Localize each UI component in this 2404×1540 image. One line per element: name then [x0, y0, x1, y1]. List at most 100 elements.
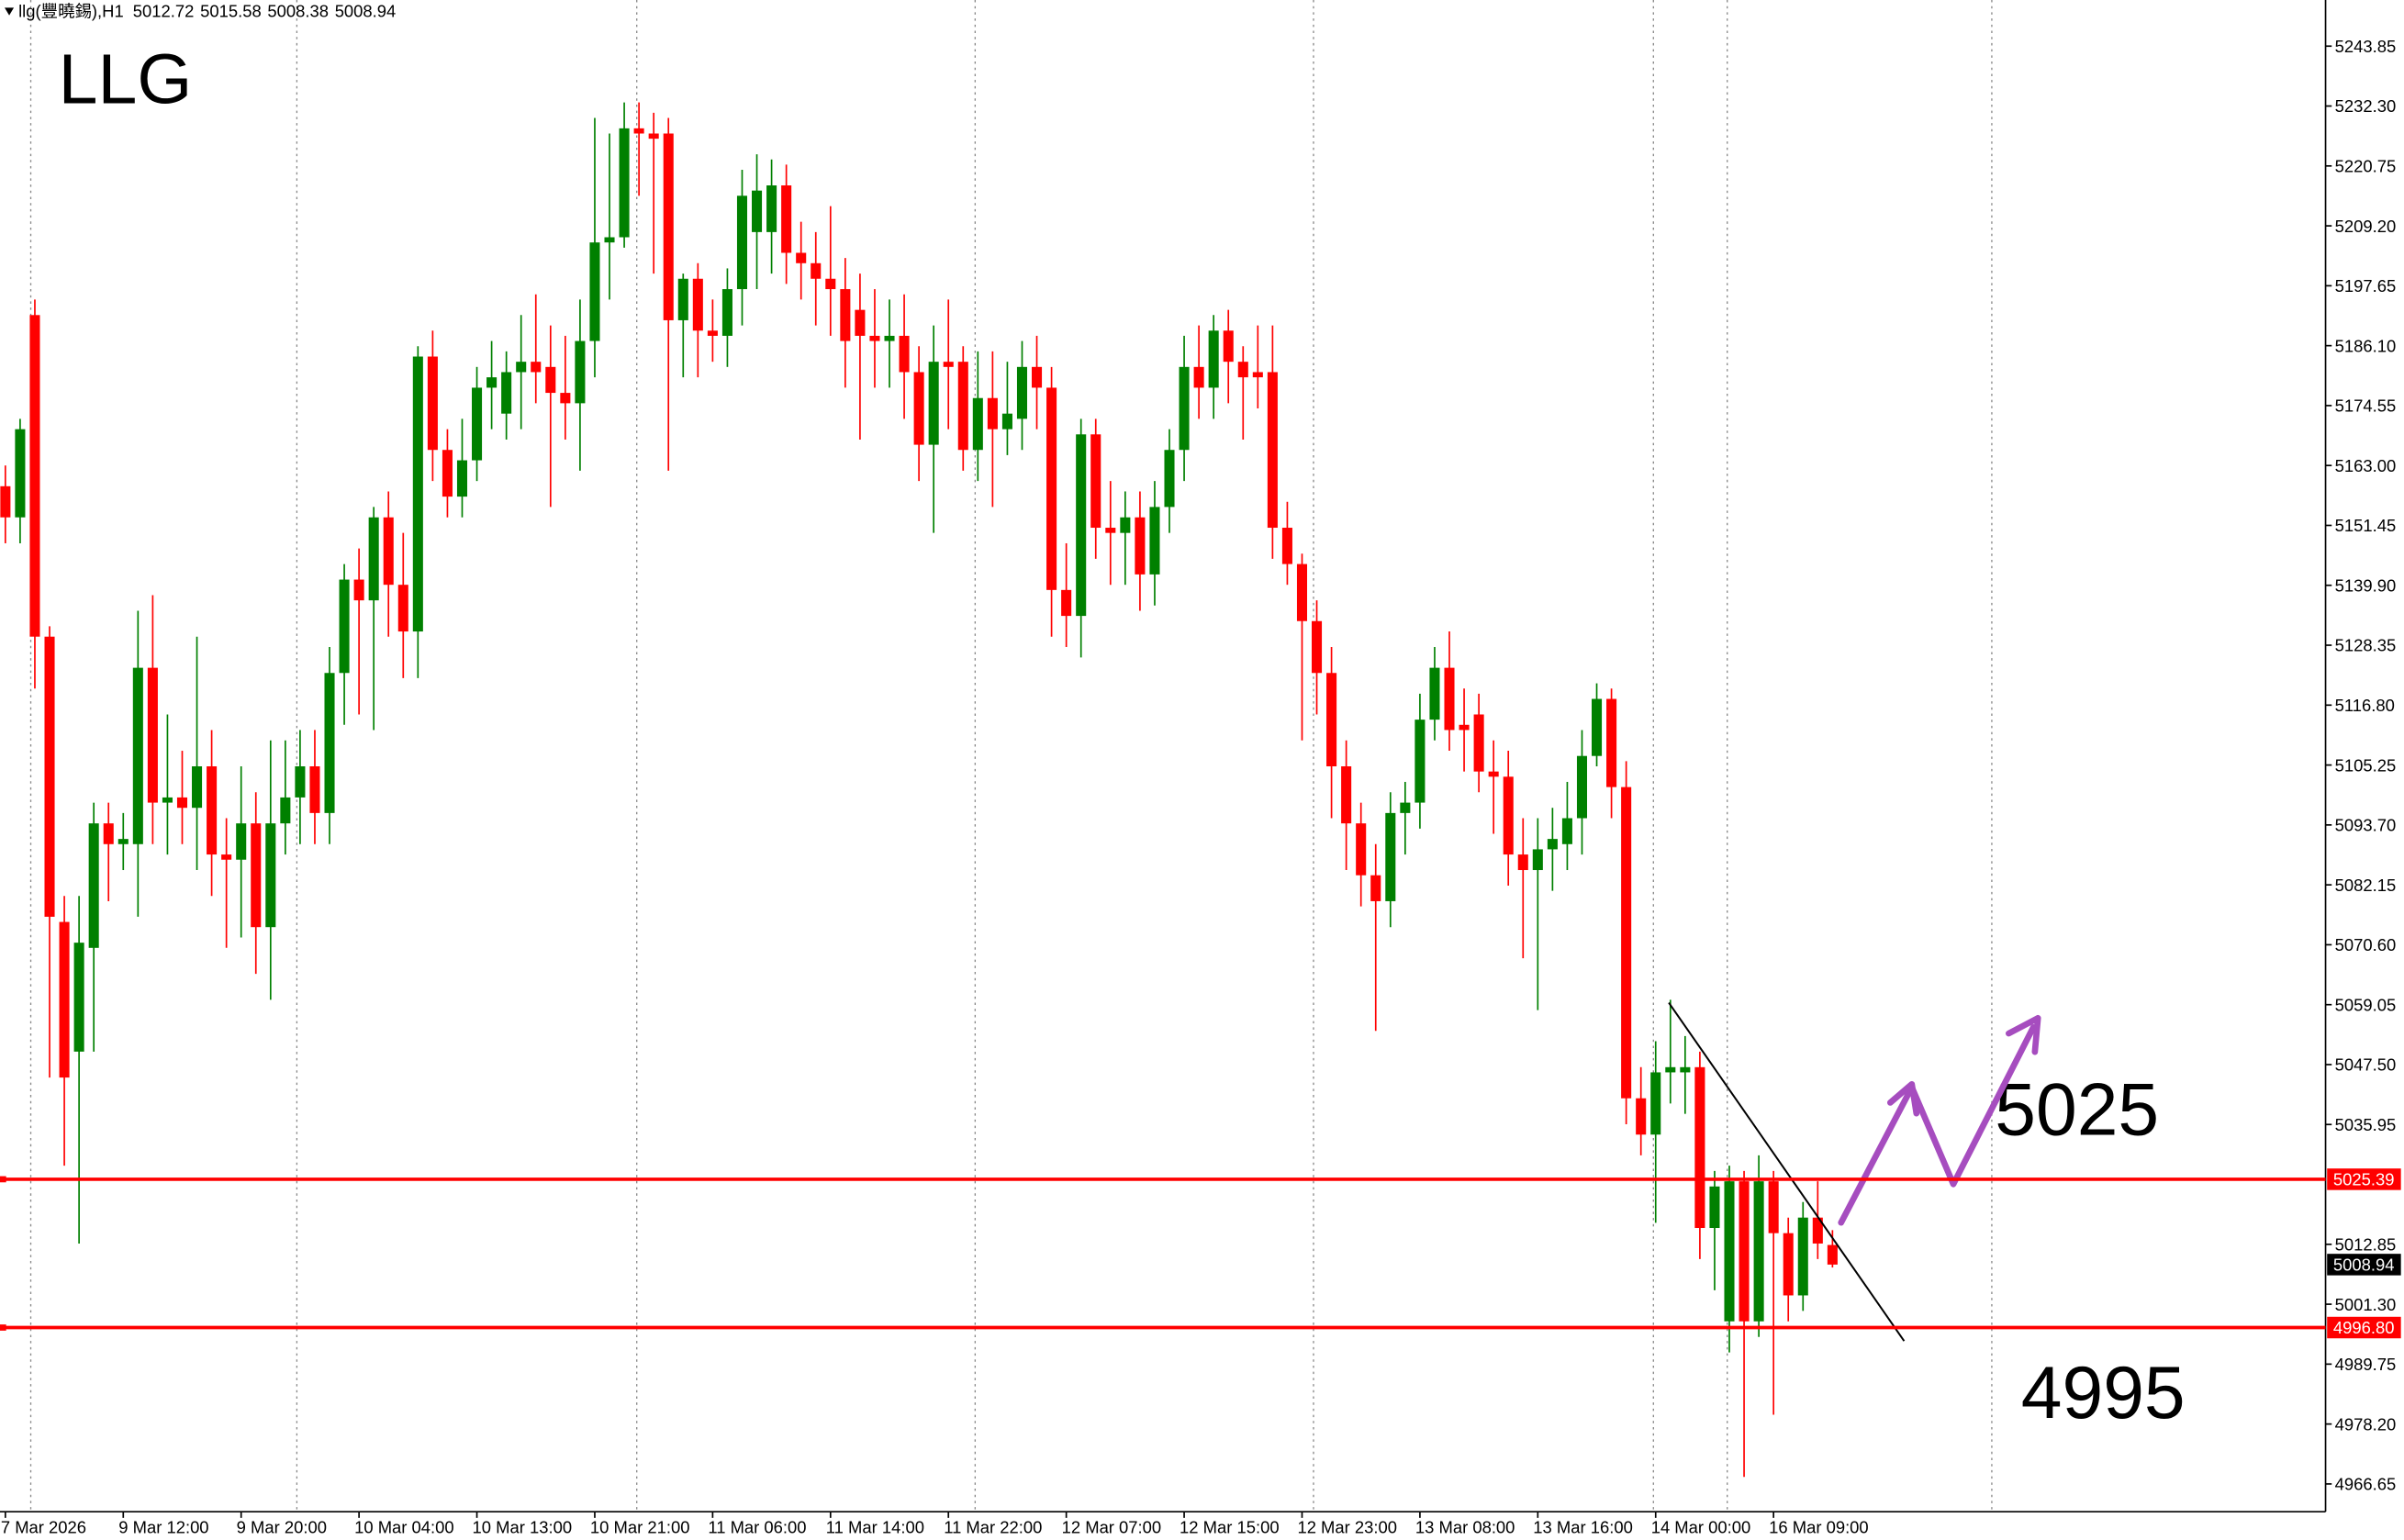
candle-body: [295, 766, 306, 798]
candle-body: [280, 797, 291, 824]
header-close: 5008.94: [335, 1, 397, 20]
y-tick-label: 5116.80: [2335, 696, 2395, 715]
candle-body: [192, 766, 203, 809]
candle-body: [604, 237, 615, 243]
candle-body: [1385, 812, 1396, 901]
y-tick-label: 5082.15: [2335, 876, 2397, 895]
candle-body: [88, 823, 99, 948]
y-tick-label: 5232.30: [2335, 96, 2397, 116]
candle-body: [117, 839, 129, 844]
candle-body: [1223, 330, 1234, 363]
candle-body: [1414, 720, 1426, 803]
candle-body: [855, 309, 866, 336]
candle-body: [1120, 517, 1131, 533]
candle-body: [692, 278, 703, 331]
candle-body: [44, 636, 55, 917]
candle-body: [811, 262, 822, 279]
x-tick-label: 7 Mar 2026: [1, 1518, 86, 1537]
x-tick-label: 11 Mar 06:00: [708, 1518, 806, 1537]
candle-body: [677, 278, 688, 320]
candle-body: [412, 356, 423, 632]
trend-line: [1668, 1001, 1906, 1342]
y-tick-label: 4966.65: [2335, 1475, 2397, 1494]
candle-body: [1400, 802, 1411, 813]
y-tick-label: 5059.05: [2335, 995, 2397, 1014]
candle-body: [1547, 839, 1558, 850]
candle-body: [501, 372, 512, 414]
chart-title: LLG: [59, 39, 193, 118]
candle-body: [1076, 434, 1087, 617]
x-tick-label: 10 Mar 21:00: [590, 1518, 690, 1537]
x-tick-label: 12 Mar 07:00: [1062, 1518, 1162, 1537]
candle-body: [766, 185, 777, 232]
level-label-box: [2327, 1168, 2401, 1190]
price-label-box: [2327, 1254, 2401, 1276]
y-tick-label: 5093.70: [2335, 816, 2397, 835]
candle-body: [1341, 766, 1352, 824]
level-label: 4996.80: [2333, 1318, 2395, 1337]
annotation: 4995: [2021, 1352, 2186, 1434]
overlay: 5025.39 4996.80 5008.94: [0, 1168, 2401, 1339]
candle-body: [309, 766, 320, 813]
candle-body: [1680, 1066, 1691, 1073]
y-tick-label: 5001.30: [2335, 1295, 2397, 1314]
candle-body: [265, 823, 276, 928]
candle-body: [899, 335, 910, 373]
candle-body: [132, 667, 143, 844]
y-tick-label: 5105.25: [2335, 755, 2397, 775]
candle-body: [531, 362, 542, 373]
header-high: 5015.58: [200, 1, 262, 20]
candle-body: [1517, 854, 1528, 871]
candle-body: [1592, 698, 1603, 756]
candle-body: [1267, 372, 1278, 529]
menu-arrow[interactable]: [5, 7, 15, 16]
candle-body: [339, 579, 350, 674]
arrow-head: [2006, 1014, 2041, 1055]
candle-body: [1444, 667, 1455, 731]
candle-body: [1532, 849, 1543, 871]
candle-body: [1164, 450, 1175, 508]
y-tick-label: 5243.85: [2335, 37, 2397, 56]
x-tick-label: 12 Mar 23:00: [1297, 1518, 1397, 1537]
y-tick-label: 5070.60: [2335, 935, 2397, 954]
candle-body: [633, 128, 644, 134]
candle-body: [1356, 823, 1367, 876]
candle-body: [972, 397, 983, 451]
price-label: 5008.94: [2333, 1255, 2395, 1275]
candle-body: [869, 335, 880, 341]
y-tick-label: 5209.20: [2335, 217, 2397, 236]
candle-body: [1724, 1181, 1735, 1322]
y-tick-label: 4978.20: [2335, 1414, 2397, 1434]
candle-body: [1252, 372, 1263, 378]
level-marker: [0, 1324, 6, 1331]
candle-body: [1193, 366, 1204, 388]
candle-body: [1636, 1098, 1647, 1135]
candle-body: [251, 823, 262, 928]
candle-body: [1812, 1217, 1823, 1244]
candle-body: [913, 372, 924, 445]
candle-body: [29, 315, 40, 637]
y-tick-label: 5047.50: [2335, 1055, 2397, 1075]
projection-path: [1838, 1023, 2037, 1226]
candle-body: [1179, 366, 1190, 451]
candle-body: [442, 450, 453, 497]
candle-body: [736, 195, 748, 290]
candle-body: [368, 517, 379, 601]
candle-body: [1105, 528, 1116, 533]
candle-body: [1473, 714, 1484, 772]
candle-body: [427, 356, 438, 451]
candle-body: [1709, 1186, 1720, 1229]
candle-body: [59, 921, 70, 1078]
candle-body: [575, 340, 586, 404]
x-tick-label: 12 Mar 15:00: [1180, 1518, 1280, 1537]
candle-body: [207, 766, 218, 855]
candle-body: [1665, 1066, 1676, 1073]
candle-body: [796, 252, 807, 263]
candle-body: [825, 278, 836, 290]
projection-arrows: [1838, 1014, 2041, 1226]
candle-body: [1237, 362, 1248, 378]
x-tick-label: 14 Mar 00:00: [1651, 1518, 1751, 1537]
candle-body: [1046, 387, 1057, 590]
